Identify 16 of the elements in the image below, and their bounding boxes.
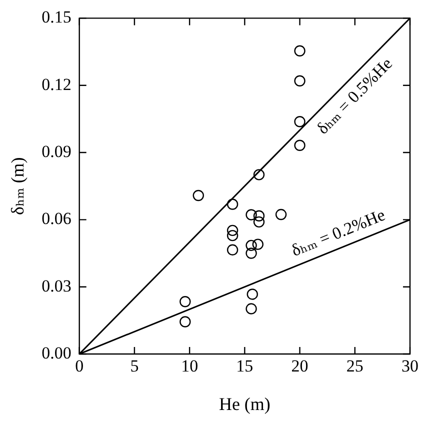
x-tick-label: 15 [236, 356, 254, 376]
x-tick-label: 25 [346, 356, 364, 376]
x-tick-label: 10 [181, 356, 198, 376]
annotation: δₕₘ = 0.2%He [288, 205, 388, 260]
x-tick-label: 0 [75, 356, 84, 376]
y-tick-label: 0.09 [42, 142, 72, 161]
y-axis-title: δₕₘ (m) [8, 157, 28, 215]
y-tick-label: 0.15 [42, 8, 72, 27]
y-tick-label: 0.03 [42, 276, 72, 296]
x-axis-title: He (m) [218, 394, 270, 414]
x-tick-label: 5 [130, 356, 139, 376]
x-tick-label: 20 [291, 356, 308, 376]
x-tick-label: 30 [402, 356, 418, 376]
y-tick-label: 0.06 [42, 209, 72, 228]
y-tick-label: 0.12 [42, 74, 72, 94]
y-tick-label: 0.00 [42, 343, 72, 362]
